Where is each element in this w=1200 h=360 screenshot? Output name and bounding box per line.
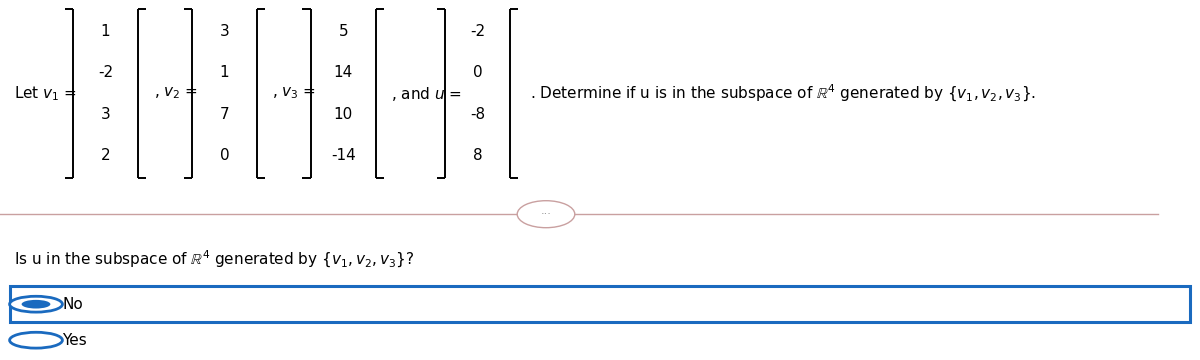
Circle shape bbox=[10, 332, 62, 348]
Text: 0: 0 bbox=[473, 66, 482, 80]
Circle shape bbox=[10, 296, 62, 312]
Text: 2: 2 bbox=[101, 148, 110, 163]
Text: -8: -8 bbox=[470, 107, 485, 122]
Ellipse shape bbox=[517, 201, 575, 228]
Text: -2: -2 bbox=[470, 24, 485, 39]
Text: , and $u$ =: , and $u$ = bbox=[391, 85, 462, 103]
Circle shape bbox=[22, 300, 50, 309]
Text: 10: 10 bbox=[334, 107, 353, 122]
Text: 7: 7 bbox=[220, 107, 229, 122]
Text: 8: 8 bbox=[473, 148, 482, 163]
Text: . Determine if u is in the subspace of $\mathbb{R}^4$ generated by $\{v_1, v_2, : . Determine if u is in the subspace of $… bbox=[530, 83, 1037, 104]
Text: , $v_2$ =: , $v_2$ = bbox=[154, 86, 198, 102]
Text: No: No bbox=[62, 297, 83, 312]
Text: Let $v_1$ =: Let $v_1$ = bbox=[14, 84, 77, 103]
Text: 14: 14 bbox=[334, 66, 353, 80]
Text: , $v_3$ =: , $v_3$ = bbox=[272, 86, 317, 102]
Text: Is u in the subspace of $\mathbb{R}^4$ generated by $\{v_1, v_2, v_3\}$?: Is u in the subspace of $\mathbb{R}^4$ g… bbox=[14, 249, 415, 270]
Text: Yes: Yes bbox=[62, 333, 88, 348]
Text: 5: 5 bbox=[338, 24, 348, 39]
Text: 3: 3 bbox=[220, 24, 229, 39]
Text: -14: -14 bbox=[331, 148, 355, 163]
FancyBboxPatch shape bbox=[10, 286, 1190, 322]
Text: 3: 3 bbox=[101, 107, 110, 122]
Text: 1: 1 bbox=[101, 24, 110, 39]
Text: -2: -2 bbox=[98, 66, 113, 80]
Text: 1: 1 bbox=[220, 66, 229, 80]
Text: ···: ··· bbox=[540, 209, 552, 219]
Text: 0: 0 bbox=[220, 148, 229, 163]
